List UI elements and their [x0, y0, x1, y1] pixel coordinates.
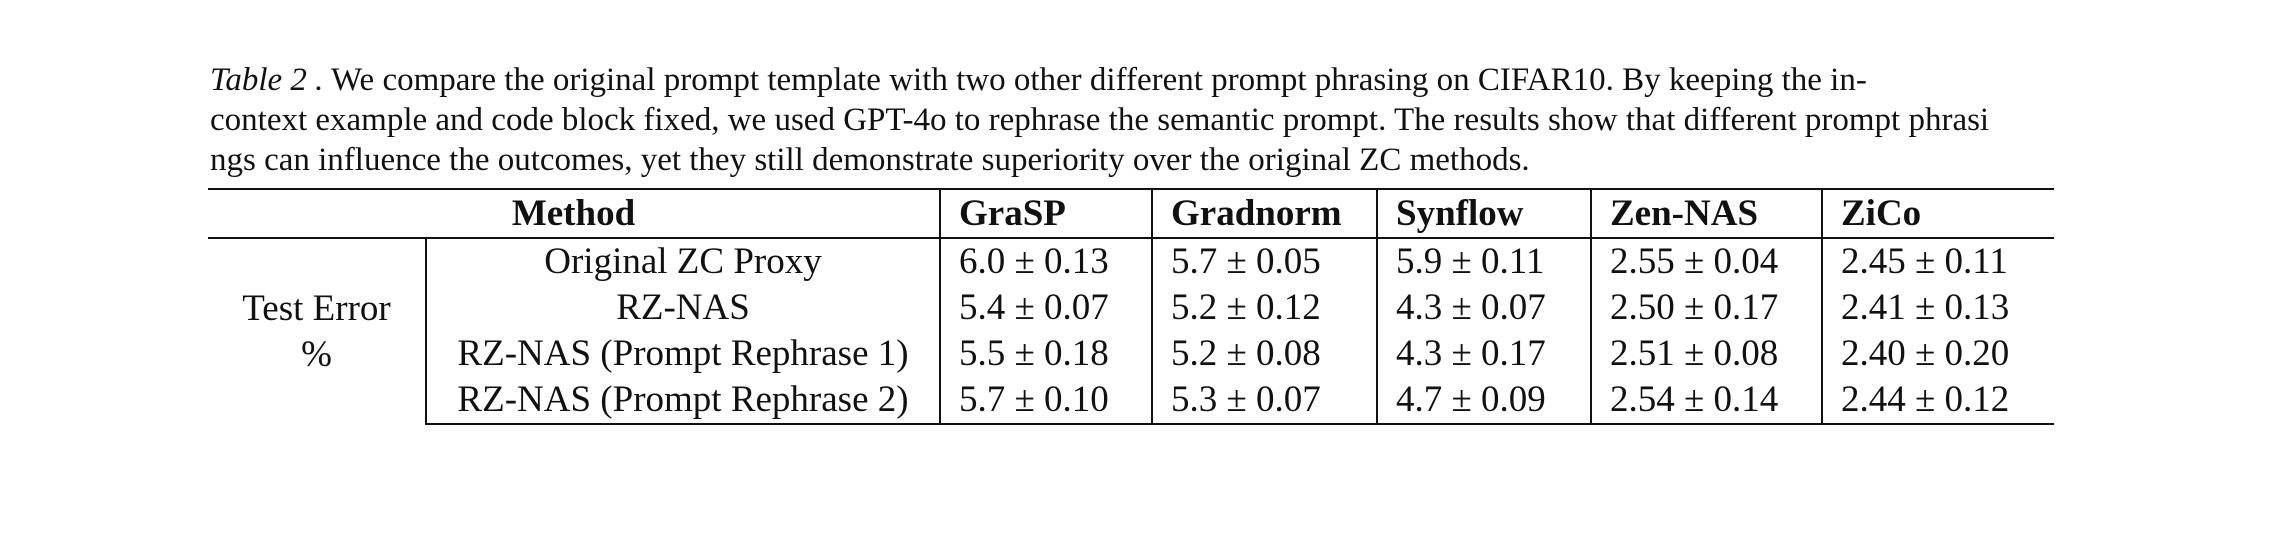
table-row: Test Error % Original ZC Proxy 6.0 ± 0.1… [208, 238, 2054, 375]
method-column-header: Method [208, 188, 940, 239]
row-group-label-line-2: % [301, 333, 332, 375]
column-header-gradnorm: Gradnorm [1151, 188, 1377, 239]
table-row: RZ-NAS 5.4 ± 0.07 5.2 ± 0.12 4.3 ± 0.07 … [208, 285, 2054, 331]
value-cell: 6.0 ± 0.13 [939, 238, 1152, 285]
caption-line-2: context example and code block fixed, we… [210, 102, 1990, 138]
table-row: RZ-NAS (Prompt Rephrase 1) 5.5 ± 0.18 5.… [208, 331, 2054, 377]
column-header-grasp: GraSP [939, 188, 1152, 239]
value-cell: 5.5 ± 0.18 [939, 331, 1152, 377]
column-header-zico: ZiCo [1821, 188, 2054, 239]
value-cell: 2.50 ± 0.17 [1590, 285, 1822, 331]
method-cell: RZ-NAS (Prompt Rephrase 1) [425, 331, 940, 377]
value-cell: 5.9 ± 0.11 [1376, 238, 1591, 285]
caption-label: Table 2 . [210, 62, 324, 98]
value-cell: 4.7 ± 0.09 [1376, 377, 1591, 425]
value-cell: 5.2 ± 0.12 [1151, 285, 1377, 331]
column-header-zen-nas: Zen-NAS [1590, 188, 1822, 239]
caption-text-1: We compare the original prompt template … [323, 62, 1867, 98]
value-cell: 2.54 ± 0.14 [1590, 377, 1822, 425]
row-group-label: Test Error % [208, 238, 426, 424]
caption-line-3: ngs can influence the outcomes, yet they… [210, 142, 1530, 178]
value-cell: 4.3 ± 0.17 [1376, 331, 1591, 377]
value-cell: 2.41 ± 0.13 [1821, 285, 2054, 331]
value-cell: 2.44 ± 0.12 [1821, 377, 2054, 425]
method-cell: RZ-NAS (Prompt Rephrase 2) [425, 377, 940, 425]
value-cell: 4.3 ± 0.07 [1376, 285, 1591, 331]
value-cell: 2.40 ± 0.20 [1821, 331, 2054, 377]
value-cell: 5.7 ± 0.10 [939, 377, 1152, 425]
row-group-label-line-1: Test Error [242, 287, 391, 329]
value-cell: 5.7 ± 0.05 [1151, 238, 1377, 285]
table-caption: Table 2 . We compare the original prompt… [210, 60, 2090, 180]
value-cell: 5.3 ± 0.07 [1151, 377, 1377, 425]
value-cell: 5.4 ± 0.07 [939, 285, 1152, 331]
table-row: RZ-NAS (Prompt Rephrase 2) 5.7 ± 0.10 5.… [208, 377, 2054, 425]
value-cell: 2.45 ± 0.11 [1821, 238, 2054, 285]
value-cell: 5.2 ± 0.08 [1151, 331, 1377, 377]
value-cell: 2.51 ± 0.08 [1590, 331, 1822, 377]
value-cell: 2.55 ± 0.04 [1590, 238, 1822, 285]
column-header-synflow: Synflow [1376, 188, 1591, 239]
caption-line-1: Table 2 . We compare the original prompt… [210, 60, 2090, 100]
method-cell: RZ-NAS [425, 285, 940, 331]
results-table: Method GraSP Gradnorm Synflow Zen-NAS Zi… [208, 188, 2054, 425]
table-header-row: Method GraSP Gradnorm Synflow Zen-NAS Zi… [208, 188, 2054, 239]
method-cell: Original ZC Proxy [425, 238, 940, 285]
